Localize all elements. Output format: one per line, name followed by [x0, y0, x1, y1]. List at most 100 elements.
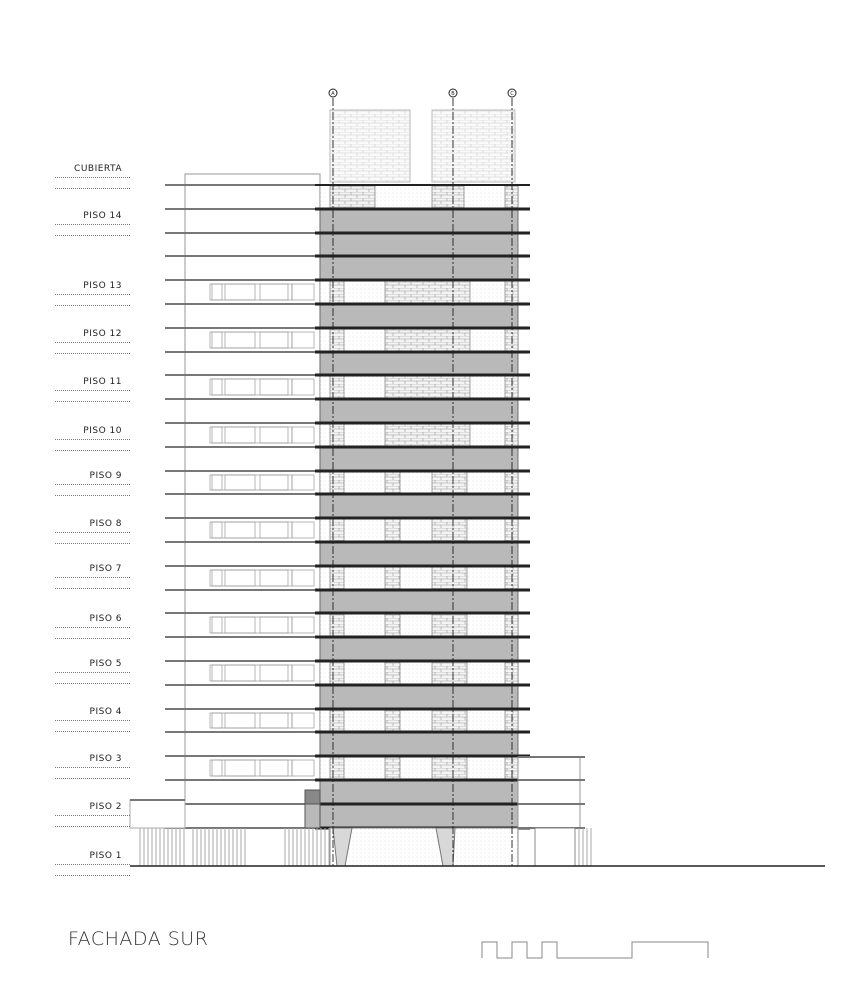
brick-pier — [431, 756, 468, 780]
window-row — [319, 660, 519, 686]
brick-pier — [504, 709, 519, 732]
window — [224, 378, 256, 396]
window — [291, 712, 315, 729]
level-line — [55, 450, 130, 451]
level-line — [55, 672, 130, 673]
level-marker: CUBIERTA — [55, 164, 130, 189]
window — [259, 569, 289, 587]
level-label: PISO 9 — [89, 471, 122, 481]
window — [291, 521, 315, 539]
window — [224, 712, 256, 729]
window — [209, 474, 223, 491]
rooftop-brick-volume — [329, 109, 411, 183]
brick-pier — [384, 566, 401, 590]
window — [259, 474, 289, 491]
window — [209, 569, 223, 587]
window — [209, 712, 223, 729]
window — [259, 426, 289, 444]
window — [259, 521, 289, 539]
brick-pier — [504, 756, 519, 780]
grid-axis-bubble — [328, 88, 338, 98]
window — [259, 378, 289, 396]
level-line — [55, 439, 130, 440]
spandrel-band — [319, 232, 519, 257]
brick-pier — [504, 613, 519, 637]
podium-left — [129, 799, 186, 829]
level-line — [55, 767, 130, 768]
brick-pier — [384, 328, 471, 352]
spandrel-band — [319, 351, 519, 376]
grid-axis-label: A — [331, 91, 335, 97]
window — [209, 378, 223, 396]
level-line — [55, 864, 130, 865]
brick-pier — [504, 328, 519, 352]
window — [224, 664, 256, 682]
window — [209, 759, 223, 777]
level-line — [55, 353, 130, 354]
spandrel-band — [319, 636, 519, 662]
window — [259, 616, 289, 634]
brick-pier — [504, 375, 519, 399]
brick-pier — [329, 566, 345, 590]
brick-pier — [504, 423, 519, 447]
brick-pier — [384, 709, 401, 732]
level-marker: PISO 11 — [55, 377, 130, 402]
level-line — [55, 495, 130, 496]
window — [291, 759, 315, 777]
spandrel-band — [319, 493, 519, 519]
level-marker: PISO 5 — [55, 659, 130, 684]
window — [291, 378, 315, 396]
level-marker: PISO 14 — [55, 211, 130, 236]
level-label: PISO 2 — [89, 802, 122, 812]
spandrel-band — [319, 446, 519, 472]
brick-pier — [431, 661, 468, 685]
window — [209, 664, 223, 682]
brick-pier — [329, 185, 376, 209]
level-label: PISO 3 — [89, 754, 122, 764]
window — [224, 759, 256, 777]
brick-pier — [504, 185, 519, 209]
level-line — [55, 294, 130, 295]
spandrel-band — [319, 303, 519, 329]
level-marker: PISO 6 — [55, 614, 130, 639]
balcony — [304, 803, 321, 829]
level-line — [55, 627, 130, 628]
brick-pier — [384, 756, 401, 780]
brick-pier — [329, 375, 345, 399]
lower-right-wing — [517, 756, 581, 829]
brick-pier — [329, 661, 345, 685]
level-line — [55, 235, 130, 236]
window — [259, 331, 289, 349]
brick-pier — [329, 280, 345, 304]
level-label: PISO 4 — [89, 707, 122, 717]
level-line — [55, 484, 130, 485]
window-row — [319, 755, 519, 781]
level-marker: PISO 1 — [55, 851, 130, 876]
window — [224, 474, 256, 491]
grid-axis-bubble — [507, 88, 517, 98]
brick-pier — [431, 518, 468, 542]
level-line — [55, 683, 130, 684]
rooftop-brick-volume — [431, 109, 516, 183]
brick-pier — [431, 471, 468, 494]
window — [291, 426, 315, 444]
brick-pier — [504, 518, 519, 542]
brick-pier — [431, 566, 468, 590]
level-marker: PISO 3 — [55, 754, 130, 779]
brick-pier — [329, 756, 345, 780]
spandrel-band — [319, 731, 519, 757]
window — [224, 331, 256, 349]
level-label: PISO 10 — [83, 426, 122, 436]
spandrel-band — [319, 803, 519, 829]
left-wing — [184, 173, 321, 829]
level-label: PISO 7 — [89, 564, 122, 574]
brick-pier — [431, 185, 465, 209]
brick-pier — [384, 518, 401, 542]
brick-pier — [329, 518, 345, 542]
brick-pier — [431, 613, 468, 637]
brick-pier — [329, 471, 345, 494]
window — [224, 521, 256, 539]
brick-pier — [384, 423, 471, 447]
brick-pier — [329, 328, 345, 352]
window — [291, 664, 315, 682]
